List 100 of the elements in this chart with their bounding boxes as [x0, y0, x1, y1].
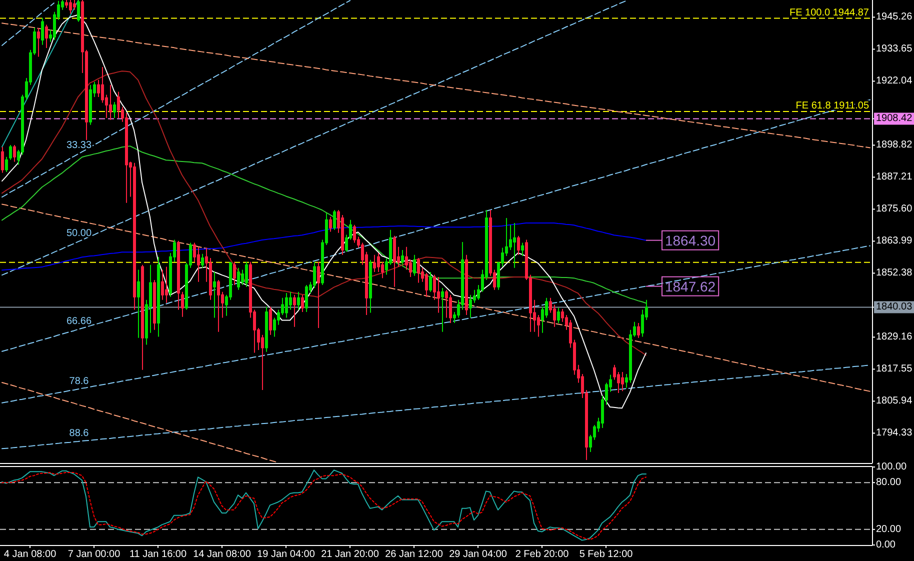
x-tick-label: 26 Jan 12:00: [385, 549, 444, 560]
candlestick: [429, 272, 432, 292]
x-tick-label: 14 Jan 08:00: [193, 549, 252, 560]
candlestick: [317, 261, 320, 328]
y-tick-label: 1829.16: [876, 332, 913, 343]
line-series: [2, 2, 54, 46]
y-tick-label: 1875.60: [876, 204, 913, 215]
x-tick-label: 5 Feb 12:00: [579, 549, 634, 560]
candlestick: [521, 242, 524, 257]
annotation: 66.66: [66, 316, 92, 328]
candlestick: [329, 216, 332, 232]
candlestick: [417, 257, 420, 284]
candlestick: [265, 306, 268, 352]
annotation: 33.33: [66, 140, 92, 152]
candlestick: [517, 235, 520, 256]
candlestick: [201, 253, 204, 268]
line-series: [2, 22, 870, 148]
candlestick: [137, 269, 140, 338]
candlestick: [89, 84, 92, 126]
candlestick: [393, 235, 396, 288]
line-series: [2, 14, 646, 409]
candlestick: [245, 261, 248, 288]
candlestick: [301, 294, 304, 312]
annotation: 50.00: [66, 228, 92, 240]
y-tick-label: 0.00: [876, 540, 896, 550]
candlestick: [305, 284, 308, 312]
ref-line-label: FE 100.0 1944.87: [789, 7, 870, 18]
line-series: [2, 204, 870, 392]
candlestick: [465, 254, 468, 316]
candlestick: [197, 246, 200, 282]
candlestick: [73, 0, 76, 10]
y-tick-label: 20.00: [876, 524, 902, 535]
candlestick: [1, 146, 4, 174]
y-tick-label: 1863.99: [876, 236, 913, 247]
candlestick: [401, 249, 404, 266]
candlestick: [45, 24, 48, 48]
candlestick: [293, 294, 296, 328]
line-series: [2, 364, 870, 450]
line-series: [2, 99, 870, 352]
annotation: 88.6: [69, 428, 90, 440]
candlestick: [13, 144, 16, 162]
candlestick: [425, 272, 428, 298]
candlestick: [153, 280, 156, 330]
candlestick: [217, 280, 220, 332]
candlestick: [233, 261, 236, 286]
y-tick-label: 1852.38: [876, 268, 913, 279]
x-tick-label: 11 Jan 16:00: [129, 549, 187, 560]
y-tick-label: 1817.55: [876, 364, 913, 375]
x-tick-label: 4 Jan 08:00: [4, 549, 57, 560]
y-tick-label: 1945.26: [876, 12, 913, 23]
candlestick: [41, 17, 44, 46]
candlestick: [437, 276, 440, 314]
candlestick: [161, 269, 164, 300]
y-tick-label: 1898.82: [876, 140, 913, 151]
x-tick-label: 19 Jan 04:00: [257, 549, 316, 560]
candlestick: [165, 266, 168, 304]
candlestick: [177, 240, 180, 310]
candlestick: [373, 254, 376, 273]
x-tick-label: 29 Jan 04:00: [449, 549, 508, 560]
candlestick: [449, 294, 452, 324]
candlestick: [9, 144, 12, 160]
line-series: [2, 0, 626, 276]
x-tick-label: 21 Jan 20:00: [321, 549, 380, 560]
candlestick: [285, 292, 288, 318]
candlestick: [621, 372, 624, 392]
candlestick: [637, 322, 640, 338]
candlestick: [469, 294, 472, 318]
candlestick: [181, 291, 184, 318]
candlestick: [413, 254, 416, 276]
x-tick-label: 7 Jan 00:00: [68, 549, 121, 560]
candlestick: [557, 307, 560, 324]
line-series: [2, 222, 646, 271]
candlestick: [341, 214, 344, 256]
line-series: [2, 70, 646, 356]
annotation: 78.6: [69, 376, 90, 387]
candlestick: [117, 91, 120, 118]
candlestick: [333, 210, 336, 230]
candlestick: [269, 306, 272, 336]
y-tick-label: 80.00: [876, 477, 902, 488]
candlestick: [5, 156, 8, 172]
data-label: 1847.62: [664, 278, 716, 294]
line-series: [2, 245, 870, 404]
candlestick: [77, 0, 80, 22]
y-tick-label: 1922.04: [876, 76, 913, 87]
candlestick: [237, 267, 240, 290]
candlestick: [213, 272, 216, 318]
x-tick-label: 2 Feb 20:00: [515, 549, 570, 560]
y-tick-label: 1887.21: [876, 172, 913, 183]
data-label: 1864.30: [664, 232, 716, 248]
candlestick: [513, 222, 516, 268]
candlestick: [141, 264, 144, 370]
candlestick: [37, 27, 40, 58]
candlestick: [157, 256, 160, 338]
y-tick-label: 1794.33: [876, 428, 913, 439]
y-tick-label: 100.00: [876, 462, 908, 472]
candlestick: [297, 291, 300, 310]
candlestick: [441, 287, 444, 332]
y-tick-label: 1933.65: [876, 44, 913, 55]
line-series: [2, 0, 350, 198]
candlestick: [69, 0, 72, 14]
